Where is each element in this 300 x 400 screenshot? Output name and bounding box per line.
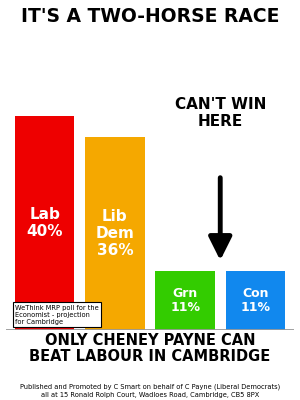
Text: Published and Promoted by C Smart on behalf of C Payne (Liberal Democrats)
all a: Published and Promoted by C Smart on beh… — [20, 384, 280, 398]
Text: Grn
11%: Grn 11% — [170, 287, 200, 314]
Text: Lib
Dem
36%: Lib Dem 36% — [95, 210, 134, 258]
Text: ONLY CHENEY PAYNE CAN
BEAT LABOUR IN CAMBRIDGE: ONLY CHENEY PAYNE CAN BEAT LABOUR IN CAM… — [29, 333, 271, 364]
Bar — [155, 271, 215, 330]
Text: Con
11%: Con 11% — [240, 287, 270, 314]
Text: Lab
40%: Lab 40% — [26, 207, 63, 239]
Text: IT'S A TWO-HORSE RACE: IT'S A TWO-HORSE RACE — [21, 7, 279, 26]
Bar — [85, 138, 145, 330]
Text: CAN'T WIN
HERE: CAN'T WIN HERE — [175, 97, 266, 128]
Text: WeThink MRP poll for the
Economist - projection
for Cambridge: WeThink MRP poll for the Economist - pro… — [15, 305, 99, 325]
Bar — [226, 271, 285, 330]
Bar — [15, 116, 74, 330]
